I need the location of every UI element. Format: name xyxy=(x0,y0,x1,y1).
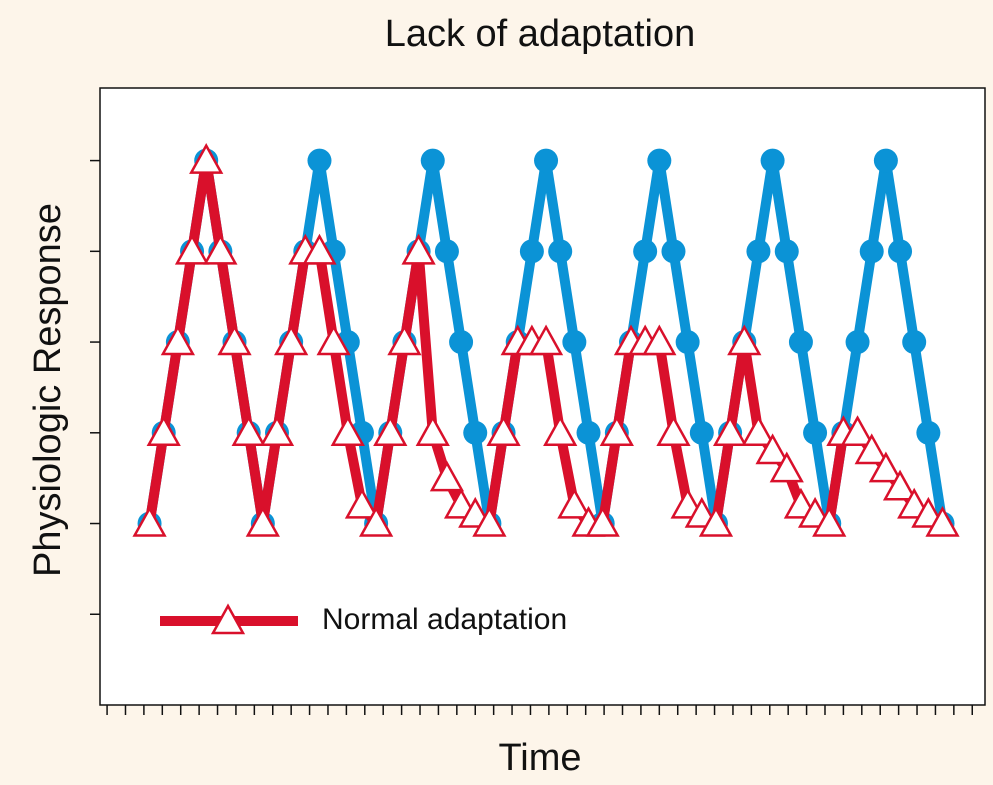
point xyxy=(755,433,790,465)
point xyxy=(562,330,587,355)
point xyxy=(576,420,601,445)
point xyxy=(429,460,465,492)
point xyxy=(274,324,309,356)
point xyxy=(812,505,847,537)
chart-title: Lack of adaptation xyxy=(385,13,696,55)
point xyxy=(656,415,691,447)
point xyxy=(217,324,252,356)
point xyxy=(344,487,380,519)
point xyxy=(599,415,634,447)
point xyxy=(330,415,365,447)
point xyxy=(642,324,677,356)
y-axis-label: Physiologic Response xyxy=(27,203,69,577)
point xyxy=(358,505,394,537)
point xyxy=(259,415,295,447)
point xyxy=(661,239,686,264)
point xyxy=(882,469,918,501)
point xyxy=(788,330,813,355)
point xyxy=(519,239,544,264)
point xyxy=(769,451,804,483)
point xyxy=(534,148,559,173)
point xyxy=(420,148,445,173)
point xyxy=(463,420,488,445)
point xyxy=(902,330,927,355)
point xyxy=(203,233,238,265)
point xyxy=(888,239,913,264)
point xyxy=(746,239,771,264)
point xyxy=(727,324,762,356)
legend-label: Normal adaptation xyxy=(322,603,567,636)
point xyxy=(854,433,889,465)
point xyxy=(160,324,196,356)
x-axis-label: Time xyxy=(498,737,581,779)
point xyxy=(873,148,898,173)
point xyxy=(698,505,734,537)
point xyxy=(434,239,459,264)
point xyxy=(925,505,960,537)
point xyxy=(401,233,436,265)
point xyxy=(174,233,210,265)
point xyxy=(774,239,799,264)
point xyxy=(449,330,474,355)
point xyxy=(712,415,748,447)
point xyxy=(741,415,776,447)
point xyxy=(557,487,592,519)
point xyxy=(132,505,167,537)
point xyxy=(543,415,578,447)
point xyxy=(486,415,521,447)
point xyxy=(245,505,280,537)
point xyxy=(548,239,573,264)
point xyxy=(868,451,904,483)
point xyxy=(189,143,224,174)
point xyxy=(302,233,337,265)
point xyxy=(415,415,450,447)
point xyxy=(647,148,672,173)
point xyxy=(528,324,564,356)
point xyxy=(316,324,351,356)
point xyxy=(373,415,408,447)
point xyxy=(146,415,181,447)
point xyxy=(633,239,658,264)
legend-marker xyxy=(210,603,246,635)
point xyxy=(307,148,332,173)
point xyxy=(840,415,875,447)
point xyxy=(916,420,941,445)
point xyxy=(803,420,828,445)
point xyxy=(859,239,884,264)
point xyxy=(689,420,714,445)
point xyxy=(760,148,785,173)
point xyxy=(585,505,620,537)
point xyxy=(675,330,700,355)
point xyxy=(845,330,870,355)
point xyxy=(231,415,266,447)
point xyxy=(387,324,422,356)
point xyxy=(472,505,507,537)
